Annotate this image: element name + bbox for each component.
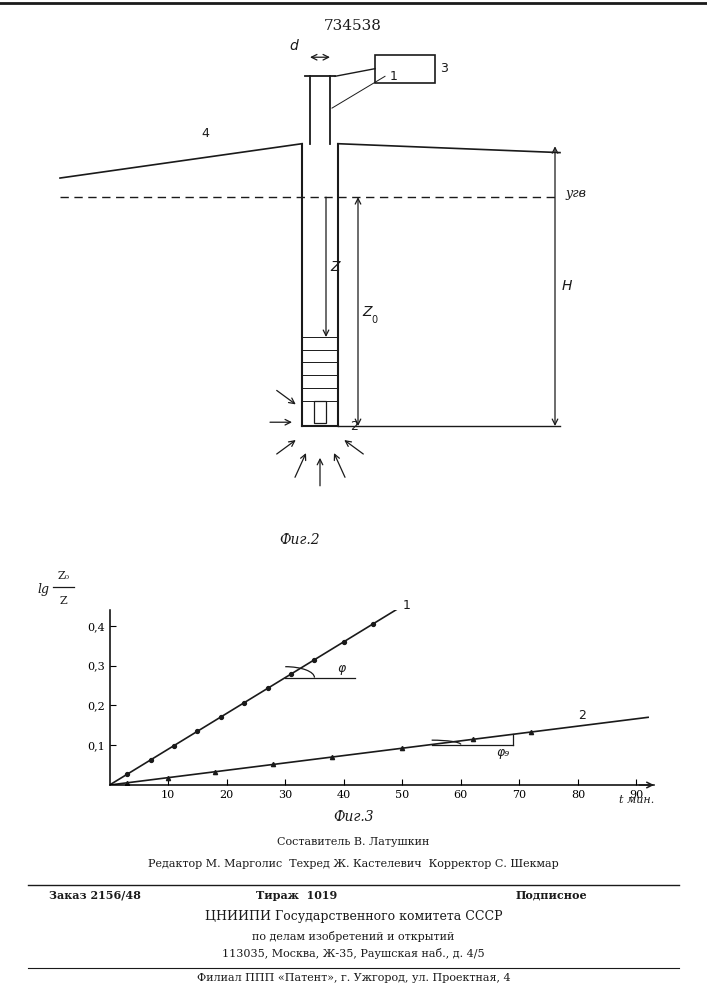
Text: 2: 2 [578, 709, 586, 722]
Text: угв: угв [565, 187, 586, 200]
Text: Тираж  1019: Тираж 1019 [257, 890, 337, 901]
Text: H: H [562, 279, 573, 293]
Text: 113035, Москва, Ж-35, Раушская наб., д. 4/5: 113035, Москва, Ж-35, Раушская наб., д. … [222, 948, 485, 959]
Text: Редактор М. Марголис  Техред Ж. Кастелевич  Корректор С. Шекмар: Редактор М. Марголис Техред Ж. Кастелеви… [148, 859, 559, 869]
Text: lg: lg [37, 582, 49, 595]
Text: 3: 3 [440, 62, 448, 75]
Text: 1: 1 [390, 70, 398, 83]
Text: Филиал ППП «Патент», г. Ужгород, ул. Проектная, 4: Филиал ППП «Патент», г. Ужгород, ул. Про… [197, 973, 510, 983]
Text: Подписное: Подписное [515, 890, 588, 901]
Text: φ₉: φ₉ [496, 746, 509, 759]
Text: 734538: 734538 [324, 19, 382, 33]
Text: 0: 0 [371, 315, 377, 325]
Text: t мин.: t мин. [619, 795, 654, 805]
Text: φ: φ [338, 662, 346, 675]
Text: d: d [289, 39, 298, 53]
Text: Z: Z [362, 305, 371, 319]
Text: 1: 1 [402, 599, 410, 612]
Text: Z₀: Z₀ [58, 571, 69, 581]
Text: Составитель В. Латушкин: Составитель В. Латушкин [277, 837, 430, 847]
Text: Фиг.2: Фиг.2 [280, 533, 320, 547]
Text: Заказ 2156/48: Заказ 2156/48 [49, 890, 141, 901]
Text: 4: 4 [201, 127, 209, 140]
Text: Z: Z [330, 260, 339, 274]
Text: ЦНИИПИ Государственного комитета СССР: ЦНИИПИ Государственного комитета СССР [205, 910, 502, 923]
Bar [314, 401, 326, 423]
Text: 2: 2 [350, 420, 358, 433]
Bar [375, 55, 435, 83]
Text: Фиг.3: Фиг.3 [333, 810, 374, 824]
Text: Z: Z [60, 596, 67, 606]
Text: по делам изобретений и открытий: по делам изобретений и открытий [252, 931, 455, 942]
